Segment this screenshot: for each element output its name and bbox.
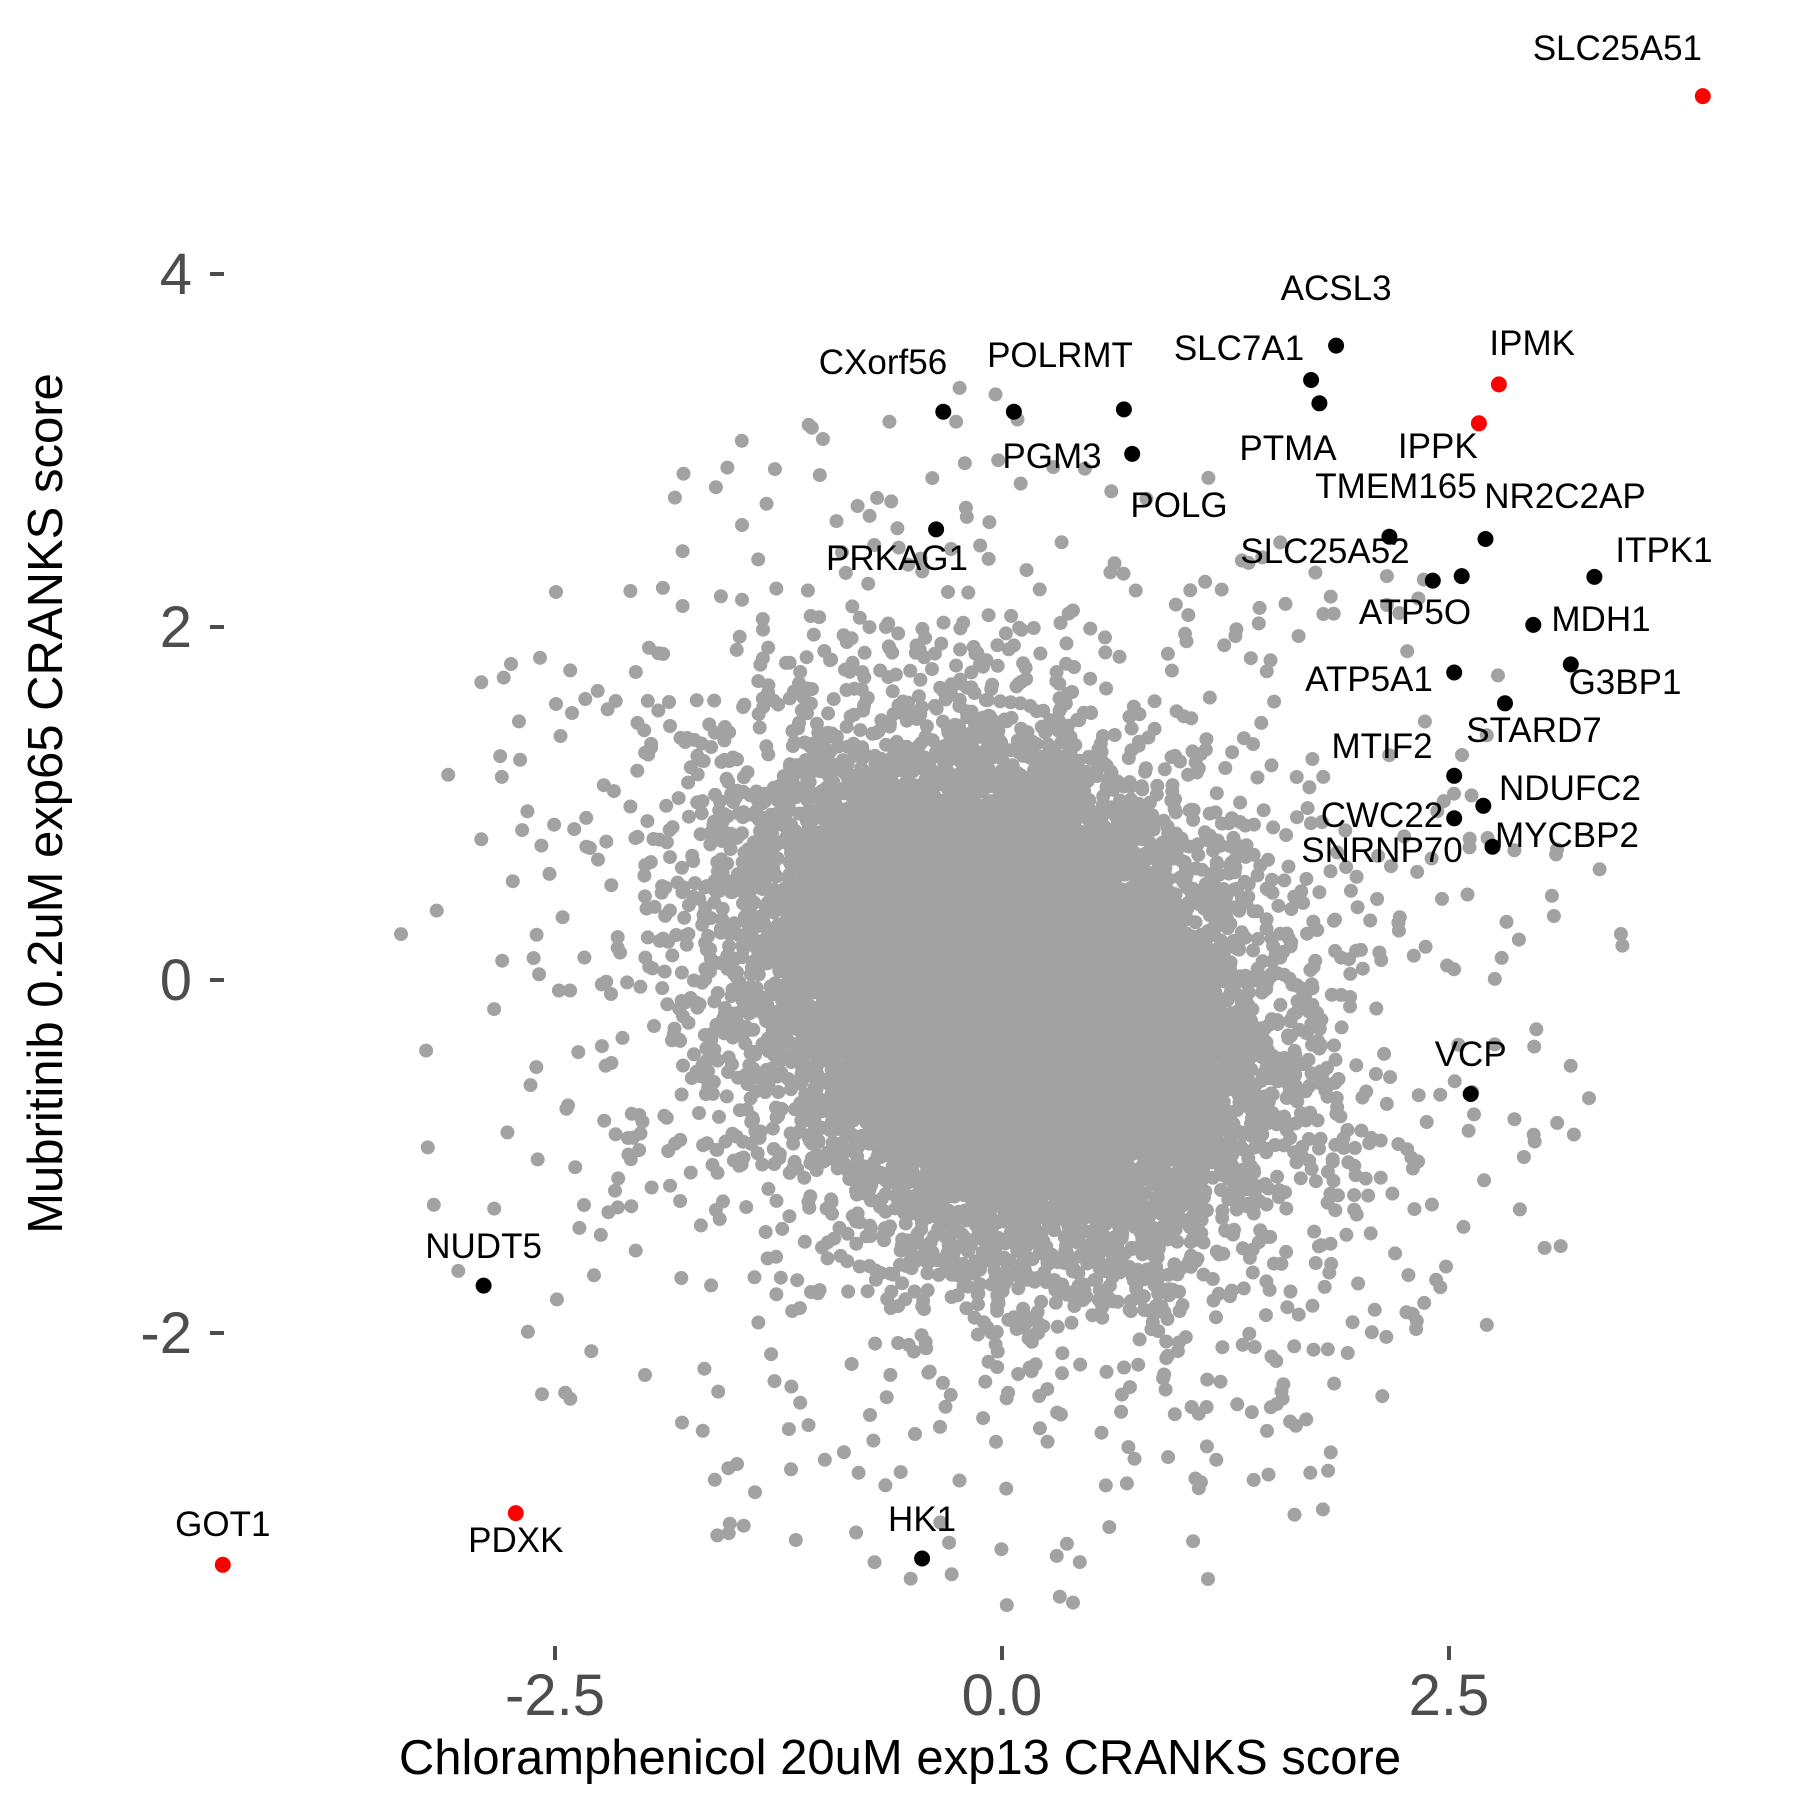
svg-text:SLC25A52: SLC25A52 xyxy=(1240,532,1409,571)
svg-text:G3BP1: G3BP1 xyxy=(1569,663,1682,702)
svg-text:POLG: POLG xyxy=(1130,486,1227,525)
svg-text:2: 2 xyxy=(160,595,192,660)
svg-text:IPPK: IPPK xyxy=(1398,427,1478,466)
svg-text:MYCBP2: MYCBP2 xyxy=(1495,816,1639,855)
svg-text:-2.5: -2.5 xyxy=(505,1663,605,1728)
svg-text:4: 4 xyxy=(160,242,192,307)
svg-text:SLC7A1: SLC7A1 xyxy=(1174,329,1304,368)
svg-text:ATP5A1: ATP5A1 xyxy=(1305,660,1433,699)
svg-text:IPMK: IPMK xyxy=(1489,324,1575,363)
svg-text:ACSL3: ACSL3 xyxy=(1281,269,1392,308)
svg-text:MTIF2: MTIF2 xyxy=(1331,727,1432,766)
svg-text:ATP5O: ATP5O xyxy=(1359,593,1471,632)
svg-text:SLC25A51: SLC25A51 xyxy=(1533,29,1702,68)
svg-text:TMEM165: TMEM165 xyxy=(1315,467,1476,506)
svg-text:PDXK: PDXK xyxy=(468,1521,563,1560)
svg-text:HK1: HK1 xyxy=(888,1500,956,1539)
svg-text:PGM3: PGM3 xyxy=(1002,437,1101,476)
svg-text:CWC22: CWC22 xyxy=(1321,796,1444,835)
svg-text:Chloramphenicol 20uM exp13 CRA: Chloramphenicol 20uM exp13 CRANKS score xyxy=(399,1731,1401,1785)
svg-text:VCP: VCP xyxy=(1435,1035,1507,1074)
svg-text:STARD7: STARD7 xyxy=(1466,711,1602,750)
svg-text:0.0: 0.0 xyxy=(962,1663,1043,1728)
svg-text:POLRMT: POLRMT xyxy=(987,336,1133,375)
svg-text:GOT1: GOT1 xyxy=(175,1505,270,1544)
svg-text:CXorf56: CXorf56 xyxy=(819,343,947,382)
svg-text:SNRNP70: SNRNP70 xyxy=(1301,831,1462,870)
svg-text:2.5: 2.5 xyxy=(1409,1663,1490,1728)
svg-text:NR2C2AP: NR2C2AP xyxy=(1484,477,1645,516)
svg-text:NUDT5: NUDT5 xyxy=(425,1227,542,1266)
svg-text:ITPK1: ITPK1 xyxy=(1615,531,1712,570)
svg-text:NDUFC2: NDUFC2 xyxy=(1499,769,1641,808)
svg-text:PRKAG1: PRKAG1 xyxy=(826,539,968,578)
svg-text:PTMA: PTMA xyxy=(1239,429,1337,468)
svg-text:Mubritinib 0.2uM exp65 CRANKS: Mubritinib 0.2uM exp65 CRANKS score xyxy=(19,373,73,1234)
svg-text:-2: -2 xyxy=(140,1301,192,1366)
svg-text:MDH1: MDH1 xyxy=(1551,600,1650,639)
svg-text:0: 0 xyxy=(160,948,192,1013)
